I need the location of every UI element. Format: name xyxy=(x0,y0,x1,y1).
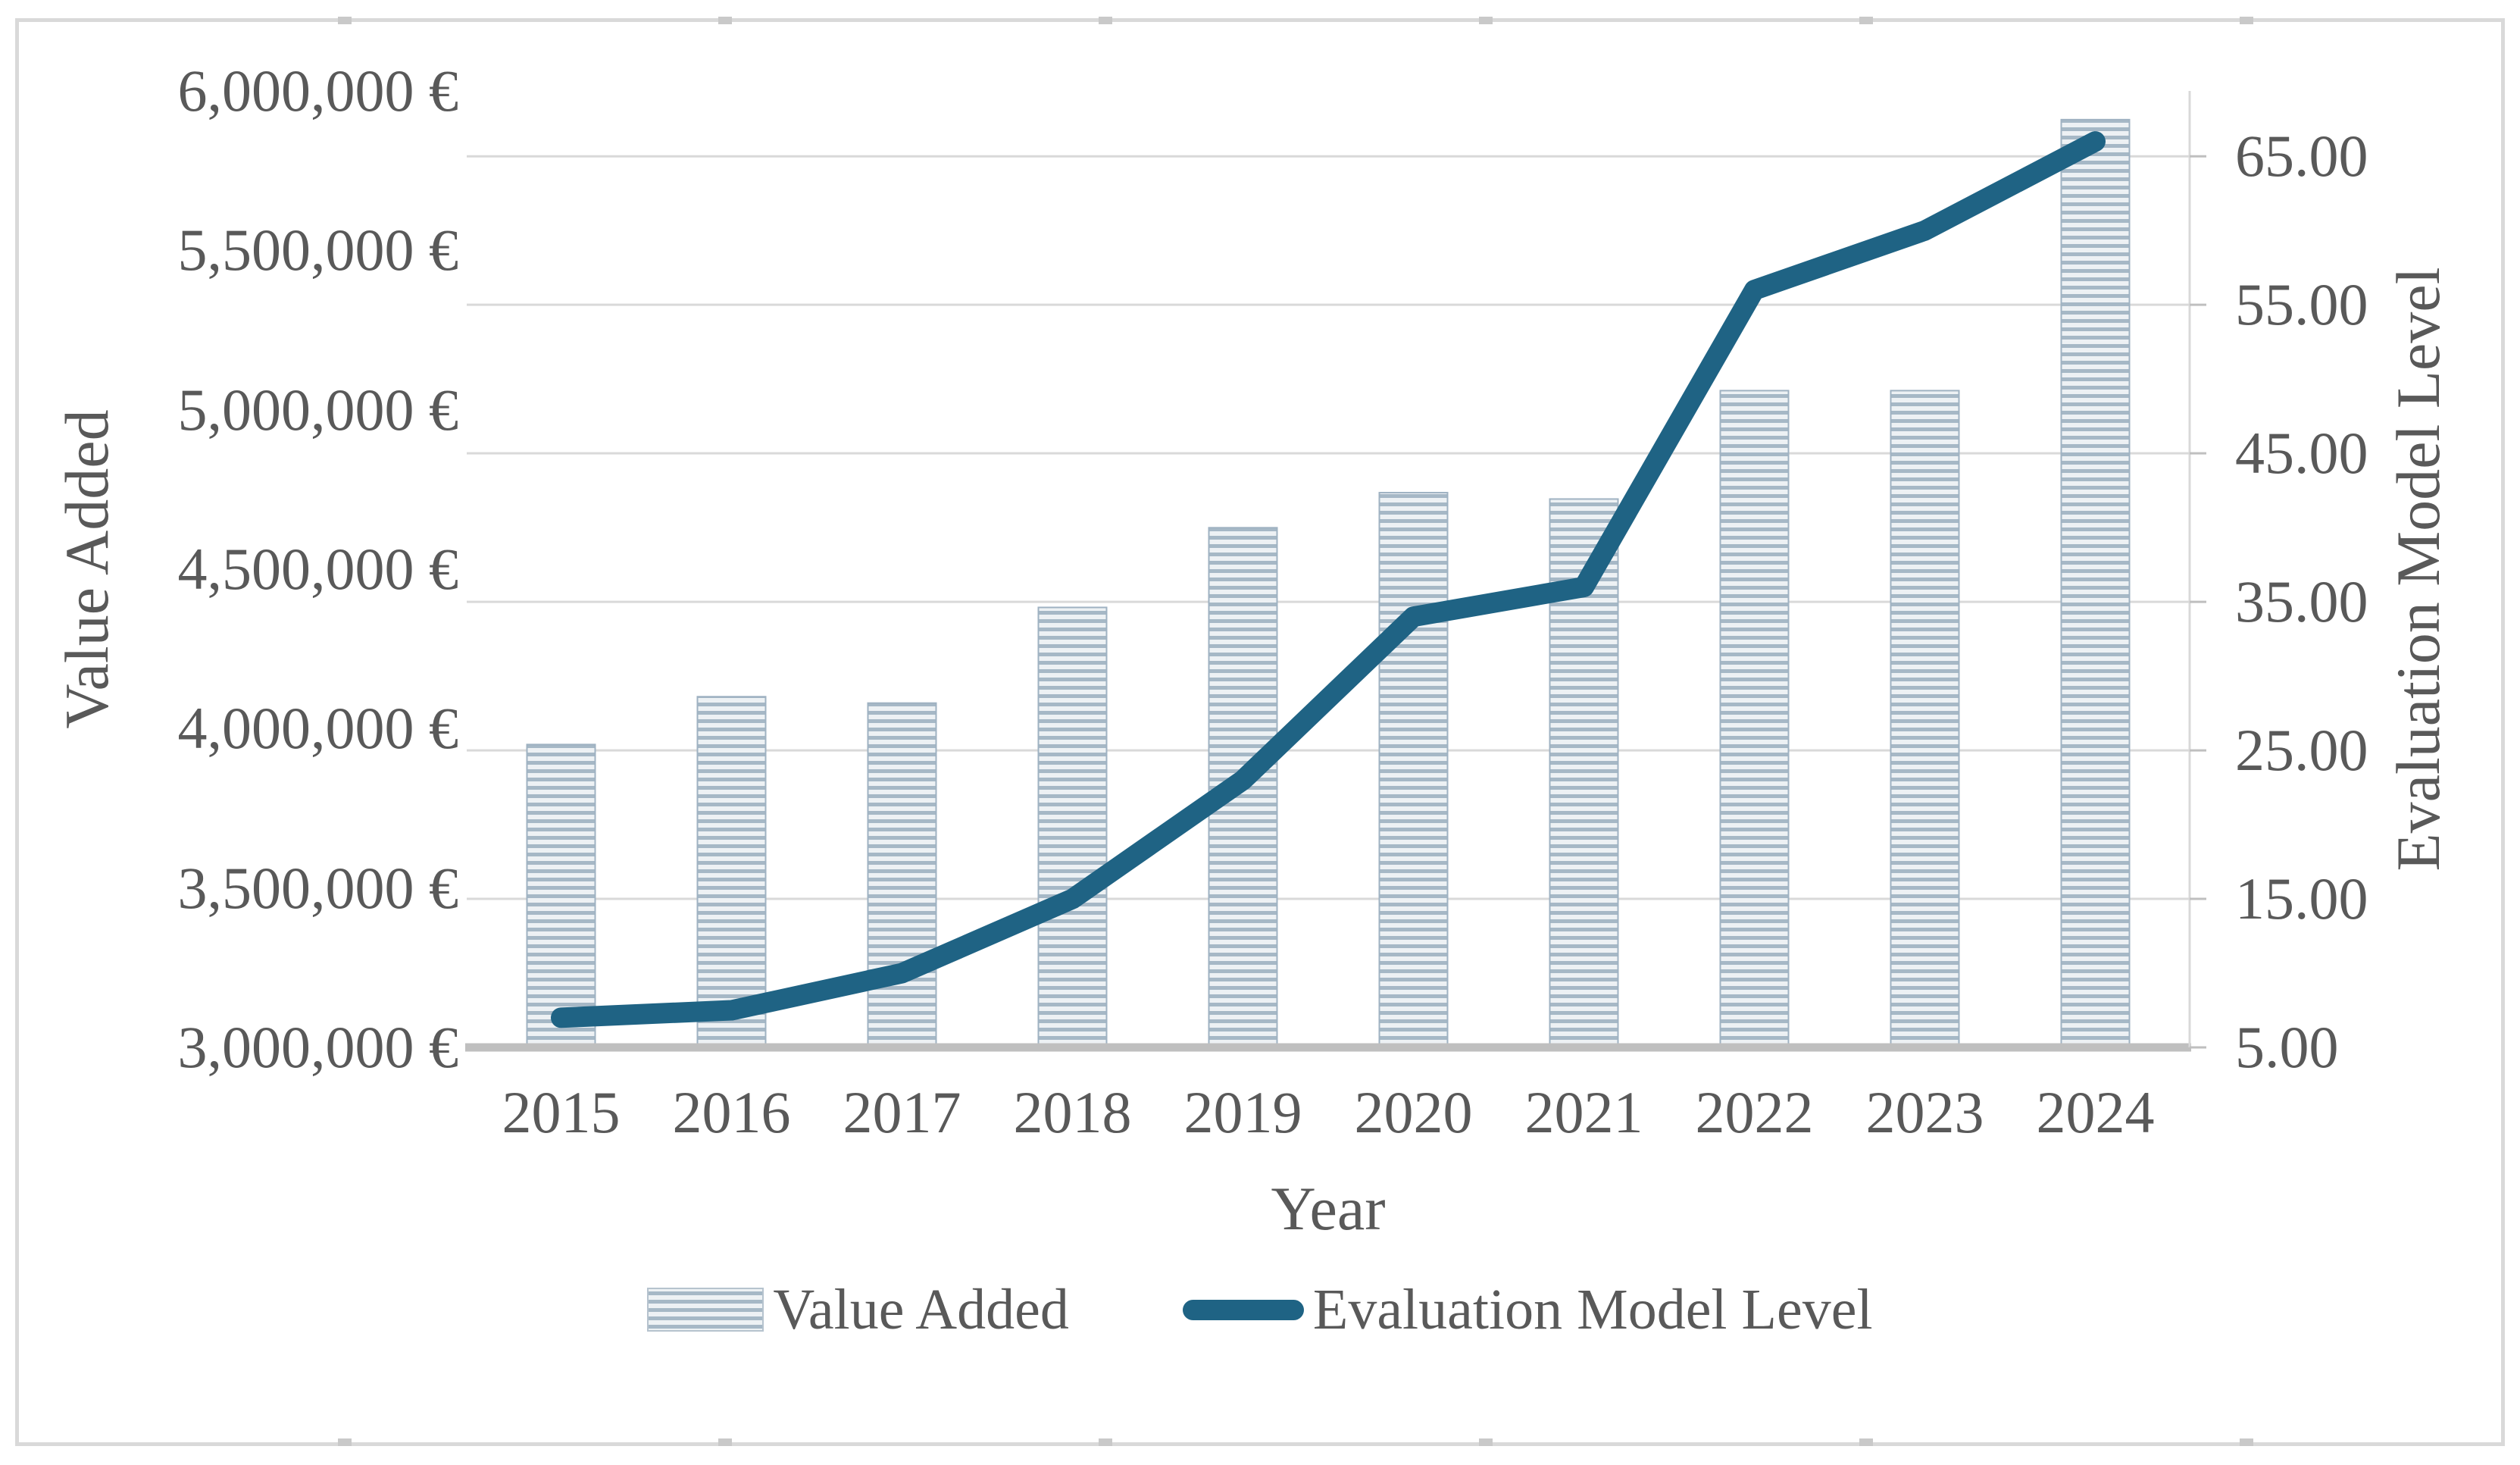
left-axis-tick: 4,000,000 € xyxy=(177,695,459,762)
border-tick-mark xyxy=(718,17,732,24)
border-tick-mark xyxy=(1099,17,1112,24)
right-axis-tick: 15.00 xyxy=(2235,866,2368,932)
axis-lines xyxy=(465,91,2206,1052)
x-axis-title: Year xyxy=(1271,1174,1386,1243)
left-axis-tick: 4,500,000 € xyxy=(177,536,459,602)
x-axis-tick-2018: 2018 xyxy=(1013,1079,1132,1145)
x-axis-tick-2021: 2021 xyxy=(1524,1079,1643,1145)
right-axis-tick: 35.00 xyxy=(2235,568,2368,635)
right-axis-tick: 45.00 xyxy=(2235,420,2368,487)
border-tick-mark xyxy=(1479,1438,1493,1446)
x-axis-tick-2023: 2023 xyxy=(1865,1079,1984,1145)
x-axis-tick-2015: 2015 xyxy=(502,1079,621,1145)
border-tick-mark xyxy=(1479,17,1493,24)
right-axis-title: Evaluation Model Level xyxy=(2384,267,2453,872)
bar-2024 xyxy=(2060,118,2131,1049)
border-tick-mark xyxy=(1099,1438,1112,1446)
border-tick-mark xyxy=(1859,1438,1873,1446)
bar-2018 xyxy=(1037,606,1108,1048)
left-axis-tick: 5,500,000 € xyxy=(177,217,459,283)
left-axis-title: Value Added xyxy=(52,409,121,729)
right-axis-tick: 55.00 xyxy=(2235,271,2368,338)
bar-2016 xyxy=(696,696,767,1048)
bar-2022 xyxy=(1719,390,1790,1048)
left-axis-tick: 3,000,000 € xyxy=(177,1014,459,1080)
bar-2023 xyxy=(1890,390,1960,1048)
legend-label-value-added: Value Added xyxy=(773,1278,1069,1341)
border-tick-mark xyxy=(2240,17,2253,24)
x-axis-tick-2022: 2022 xyxy=(1695,1079,1814,1145)
bar-2015 xyxy=(526,743,596,1048)
evaluation-model-level-line xyxy=(551,131,2106,1028)
x-axis-tick-2017: 2017 xyxy=(843,1079,961,1145)
left-axis-tick: 3,500,000 € xyxy=(177,854,459,921)
bar-pattern-swatch xyxy=(647,1288,764,1332)
right-axis-tick: 25.00 xyxy=(2235,717,2368,784)
legend-item-value-added: Value Added xyxy=(647,1278,1069,1341)
x-axis-tick-2019: 2019 xyxy=(1183,1079,1302,1145)
border-tick-mark xyxy=(718,1438,732,1446)
right-axis-tick: 5.00 xyxy=(2235,1014,2339,1080)
border-tick-mark xyxy=(1859,17,1873,24)
bar-2017 xyxy=(867,702,937,1048)
x-axis-tick-2024: 2024 xyxy=(2036,1079,2155,1145)
border-tick-mark xyxy=(2240,1438,2253,1446)
left-axis-tick: 5,000,000 € xyxy=(177,376,459,443)
left-axis-tick: 6,000,000 € xyxy=(177,58,459,124)
legend-item-evaluation-model-level: Evaluation Model Level xyxy=(1182,1278,1873,1341)
x-axis-tick-2020: 2020 xyxy=(1354,1079,1473,1145)
border-tick-mark xyxy=(338,17,352,24)
legend: Value Added Evaluation Model Level xyxy=(0,1279,2520,1340)
bar-2020 xyxy=(1378,492,1449,1048)
border-tick-mark xyxy=(338,1438,352,1446)
right-axis-tick: 65.00 xyxy=(2235,123,2368,189)
value-added-bars xyxy=(526,118,2131,1049)
x-axis-tick-2016: 2016 xyxy=(672,1079,791,1145)
legend-label-evaluation-model-level: Evaluation Model Level xyxy=(1312,1278,1873,1341)
line-swatch xyxy=(1182,1299,1304,1320)
